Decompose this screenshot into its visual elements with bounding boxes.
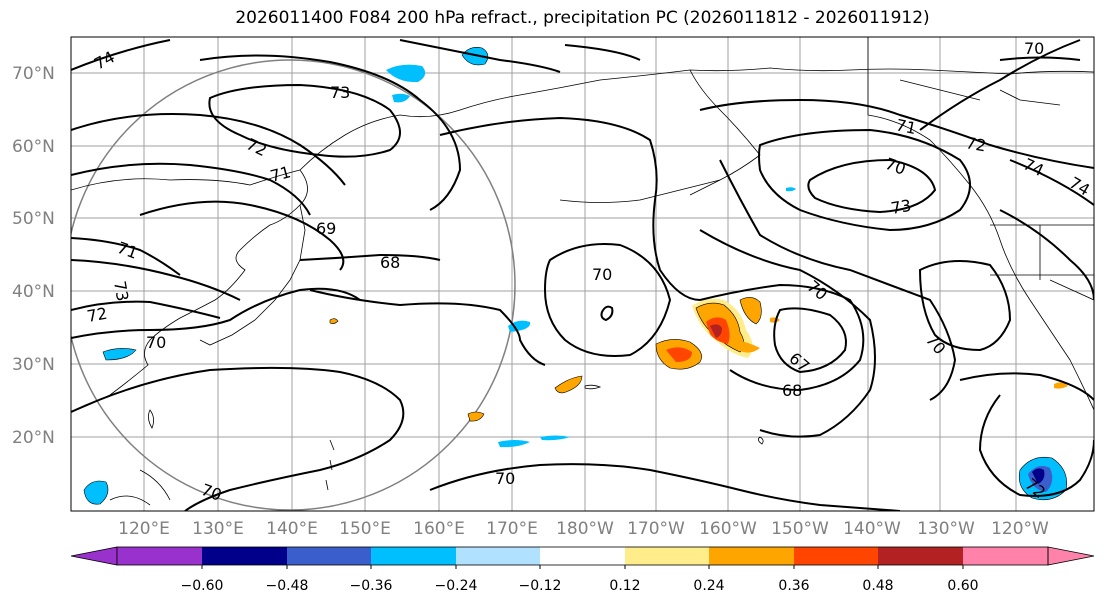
colorbar-tick-label: 0.24 xyxy=(693,578,724,594)
colorbar-tick-label: 0.48 xyxy=(862,578,893,594)
colorbar-swatch xyxy=(117,547,202,565)
lat-label: 40°N xyxy=(12,282,55,302)
map-frame xyxy=(70,36,1095,512)
contour-lines xyxy=(71,39,1094,511)
colorbar-tick-label: −0.36 xyxy=(350,578,393,594)
contour-label: 73 xyxy=(330,83,350,102)
contour-label: 73 xyxy=(889,196,912,218)
contour-label: 70 xyxy=(1024,39,1044,58)
lat-label: 60°N xyxy=(12,137,55,157)
colorbar-swatch xyxy=(456,547,540,565)
contour-label: 70 xyxy=(592,265,612,284)
contour-label: 68 xyxy=(380,253,400,272)
lat-label: 30°N xyxy=(12,355,55,375)
contour-label: 71 xyxy=(894,115,918,138)
contour-label: 73 xyxy=(110,279,132,302)
colorbar-swatch xyxy=(709,547,794,565)
lat-label: 50°N xyxy=(12,209,55,229)
lon-label: 120°E xyxy=(118,519,170,539)
colorbar-ticks: −0.60 −0.48 −0.36 −0.24 −0.12 0.12 0.24 … xyxy=(181,578,979,594)
colorbar-border xyxy=(116,546,1049,566)
colorbar-swatch xyxy=(540,547,625,565)
colorbar-swatch xyxy=(794,547,878,565)
colorbar-tick-label: −0.24 xyxy=(435,578,478,594)
contour-label: 71 xyxy=(268,162,293,186)
lat-label: 20°N xyxy=(12,428,55,448)
colorbar-tick-label: −0.12 xyxy=(519,578,562,594)
latitude-labels: 70°N 60°N 50°N 40°N 30°N 20°N xyxy=(12,64,55,448)
lon-label: 130°W xyxy=(917,519,975,539)
lon-label: 120°W xyxy=(991,519,1049,539)
colorbar-tick-label: 0.60 xyxy=(947,578,978,594)
lon-label: 160°W xyxy=(699,519,757,539)
contour-label: 72 xyxy=(964,133,987,155)
contour-label: 69 xyxy=(316,219,336,238)
lon-label: 140°E xyxy=(266,519,318,539)
colorbar-tick-label: 0.36 xyxy=(778,578,809,594)
colorbar-swatch xyxy=(287,547,371,565)
lon-label: 140°W xyxy=(843,519,901,539)
lon-label: 150°E xyxy=(339,519,391,539)
lat-label: 70°N xyxy=(12,64,55,84)
colorbar-swatch xyxy=(1047,546,1095,566)
negative-precip-areas xyxy=(83,47,1067,505)
contour-label: 72 xyxy=(85,304,108,326)
colorbar-swatch xyxy=(371,547,456,565)
positive-precip-areas xyxy=(329,297,1068,422)
lon-label: 160°E xyxy=(413,519,465,539)
lon-label: 170°E xyxy=(486,519,538,539)
coastlines xyxy=(71,37,1094,506)
colorbar xyxy=(70,546,1095,569)
colorbar-swatch xyxy=(625,547,709,565)
colorbar-swatch xyxy=(963,547,1048,565)
gridlines xyxy=(71,37,1094,511)
colorbar-tick-label: −0.60 xyxy=(181,578,224,594)
map-panel xyxy=(71,37,1094,511)
contour-label: 70 xyxy=(495,469,515,488)
colorbar-swatch xyxy=(70,546,118,566)
contour-label: 70 xyxy=(146,333,166,352)
colorbar-swatch xyxy=(878,547,963,565)
colorbar-tick-label: 0.12 xyxy=(609,578,640,594)
map-title: 2026011400 F084 200 hPa refract., precip… xyxy=(235,8,930,28)
colorbar-tick-label: −0.48 xyxy=(266,578,309,594)
lon-label: 170°W xyxy=(627,519,685,539)
longitude-labels: 120°E 130°E 140°E 150°E 160°E 170°E 180°… xyxy=(118,519,1049,539)
lon-label: 150°W xyxy=(771,519,829,539)
colorbar-swatch xyxy=(202,547,287,565)
lon-label: 130°E xyxy=(192,519,244,539)
contour-label: 68 xyxy=(782,381,802,400)
radius-circle xyxy=(71,59,516,511)
lon-label: 180°W xyxy=(556,519,614,539)
